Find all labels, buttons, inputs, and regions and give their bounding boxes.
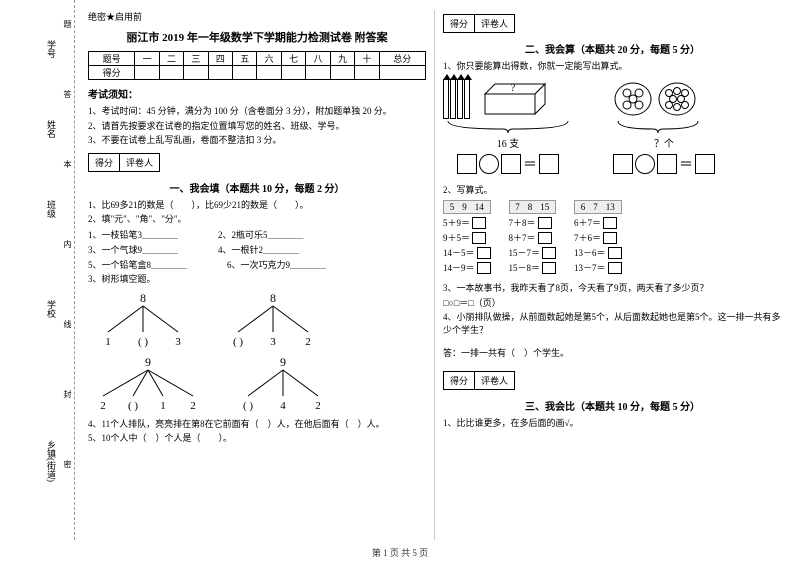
side-label-town: 乡镇(街道) — [45, 440, 58, 482]
section2-title: 二、我会算（本题共 20 分，每题 5 分） — [443, 41, 782, 56]
section-scorebox: 得分 评卷人 — [443, 371, 515, 390]
instruction-line: 1、考试时间：45 分钟，满分为 100 分（含卷面分 3 分），附加题单独 2… — [88, 105, 426, 118]
pencils-icon — [443, 79, 470, 119]
page-content: 绝密★启用前 丽江市 2019 年一年级数学下学期能力检测试卷 附答案 题号 一… — [80, 10, 790, 540]
calc-col: 6713 6＋7＝ 7＋6＝ 13－6＝ 13－7＝ — [574, 200, 622, 276]
box-icon: ? — [480, 79, 550, 119]
score-table: 题号 一 二 三 四 五 六 七 八 九 十 总分 得分 — [88, 51, 426, 80]
svg-text:9: 9 — [280, 355, 286, 369]
q2-item: 5、一个铅笔盒8＿＿＿＿ — [88, 258, 187, 271]
svg-text:( ): ( ) — [138, 336, 148, 348]
section1-title: 一、我会填（本题共 10 分，每题 2 分） — [88, 180, 426, 195]
score-header-row: 题号 一 二 三 四 五 六 七 八 九 十 总分 — [89, 52, 426, 66]
s2-q4-ans: 答：一排一共有（ ）个学生。 — [443, 347, 782, 360]
calc-col: 7815 7＋8＝ 8＋7＝ 15－7＝ 15－8＝ — [509, 200, 557, 276]
s2-q1: 1、你只要能算出得数，你就一定能写出算式。 — [443, 60, 782, 73]
tree-icon: 9 ( ) 4 2 — [228, 354, 338, 414]
svg-text:2: 2 — [305, 336, 311, 348]
q2-intro: 2、填"元"、"角"、"分"。 — [88, 213, 426, 226]
svg-text:2: 2 — [190, 400, 196, 412]
svg-text:2: 2 — [100, 400, 106, 412]
instructions-heading: 考试须知： — [88, 86, 426, 101]
tree-icon: 8 ( ) 3 2 — [218, 290, 328, 350]
svg-text:( ): ( ) — [243, 400, 253, 412]
calc-columns: 5914 5＋9＝ 9＋5＝ 14－5＝ 14－9＝ 7815 7＋8＝ 8＋7… — [443, 200, 782, 276]
svg-text:3: 3 — [270, 336, 276, 348]
q5: 5、10个人中（ ）个人是（ ）。 — [88, 432, 426, 445]
svg-text:( ): ( ) — [128, 400, 138, 412]
s2-q2: 2、写算式。 — [443, 184, 782, 197]
q2-item: 2、2瓶可乐5＿＿＿＿ — [218, 228, 304, 241]
q2-item: 4、一根针2＿＿＿＿ — [218, 243, 299, 256]
q2-item: 3、一个气球9＿＿＿＿ — [88, 243, 178, 256]
seal-tick: 答 — [62, 90, 73, 98]
instruction-line: 3、不要在试卷上乱写乱画，卷面不整洁扣 3 分。 — [88, 134, 426, 147]
svg-text:1: 1 — [160, 400, 166, 412]
brace-icon — [613, 119, 703, 135]
s2-q3: 3、一本故事书，我昨天看了8页，今天看了9页，两天看了多少页？ — [443, 282, 782, 295]
exam-title: 丽江市 2019 年一年级数学下学期能力检测试卷 附答案 — [88, 29, 426, 45]
side-label-id: 学号 — [45, 40, 58, 58]
section-scorebox: 得分 评卷人 — [88, 153, 160, 172]
s2-q3-blank: □○□＝□（页） — [443, 297, 782, 310]
q3: 3、树形填空题。 — [88, 273, 426, 286]
confidential-label: 绝密★启用前 — [88, 10, 426, 23]
q1: 1、比69多21的数是（ ），比69少21的数是（ ）。 — [88, 199, 426, 212]
seal-tick: 题 — [62, 20, 73, 28]
svg-text:4: 4 — [280, 400, 286, 412]
section3-title: 三、我会比（本题共 10 分，每题 5 分） — [443, 398, 782, 413]
seal-tick: 密 — [62, 460, 73, 468]
svg-text:9: 9 — [145, 355, 151, 369]
score-value-row: 得分 — [89, 66, 426, 80]
q2-item: 1、一枝铅笔3＿＿＿＿ — [88, 228, 178, 241]
equation-blank: ＝ — [613, 154, 715, 174]
seal-tick: 内 — [62, 240, 73, 248]
brace-icon — [443, 119, 573, 135]
page-footer: 第 1 页 共 5 页 — [0, 546, 800, 559]
side-label-name: 姓名 — [45, 120, 58, 138]
picture-problem: ? 16 支 ＝ — [443, 79, 782, 178]
count-label: ？个 — [613, 135, 715, 150]
section-scorebox: 得分 评卷人 — [443, 14, 515, 33]
tree-icon: 8 1 ( ) 3 — [88, 290, 198, 350]
side-label-class: 班级 — [45, 200, 58, 218]
tree-icon: 9 2 ( ) 1 2 — [88, 354, 208, 414]
side-label-school: 学校 — [45, 300, 58, 318]
instruction-line: 2、请首先按要求在试卷的指定位置填写您的姓名、班级、学号。 — [88, 120, 426, 133]
svg-text:2: 2 — [315, 400, 321, 412]
svg-text:?: ? — [511, 83, 516, 94]
svg-text:3: 3 — [175, 336, 181, 348]
left-column: 绝密★启用前 丽江市 2019 年一年级数学下学期能力检测试卷 附答案 题号 一… — [80, 10, 435, 540]
tree-diagrams: 8 1 ( ) 3 8 ( ) 3 2 — [88, 290, 426, 350]
calc-col: 5914 5＋9＝ 9＋5＝ 14－5＝ 14－9＝ — [443, 200, 491, 276]
ovals-icon — [613, 79, 715, 119]
seal-tick: 封 — [62, 390, 73, 398]
svg-text:1: 1 — [105, 336, 111, 348]
binding-margin: 学号 姓名 班级 学校 乡镇(街道) 题 答 本 内 线 封 密 — [0, 0, 75, 540]
tree-diagrams: 9 2 ( ) 1 2 9 ( ) 4 2 — [88, 354, 426, 414]
svg-text:8: 8 — [270, 291, 276, 305]
count-label: 16 支 — [443, 135, 573, 150]
right-column: 得分 评卷人 二、我会算（本题共 20 分，每题 5 分） 1、你只要能算出得数… — [435, 10, 790, 540]
svg-text:8: 8 — [140, 291, 146, 305]
svg-text:( ): ( ) — [233, 336, 243, 348]
s3-q1: 1、比比谁更多，在多后面的画√。 — [443, 417, 782, 430]
seal-tick: 线 — [62, 320, 73, 328]
seal-tick: 本 — [62, 160, 73, 168]
q2-item: 6、一次巧克力9＿＿＿＿ — [227, 258, 326, 271]
q4: 4、11个人排队，亮亮排在第8在它前面有（ ）人，在他后面有（ ）人。 — [88, 418, 426, 431]
s2-q4: 4、小丽排队做操，从前面数起她是第5个，从后面数起她也是第5个。这一排一共有多少… — [443, 311, 782, 336]
equation-blank: ＝ — [457, 154, 559, 174]
